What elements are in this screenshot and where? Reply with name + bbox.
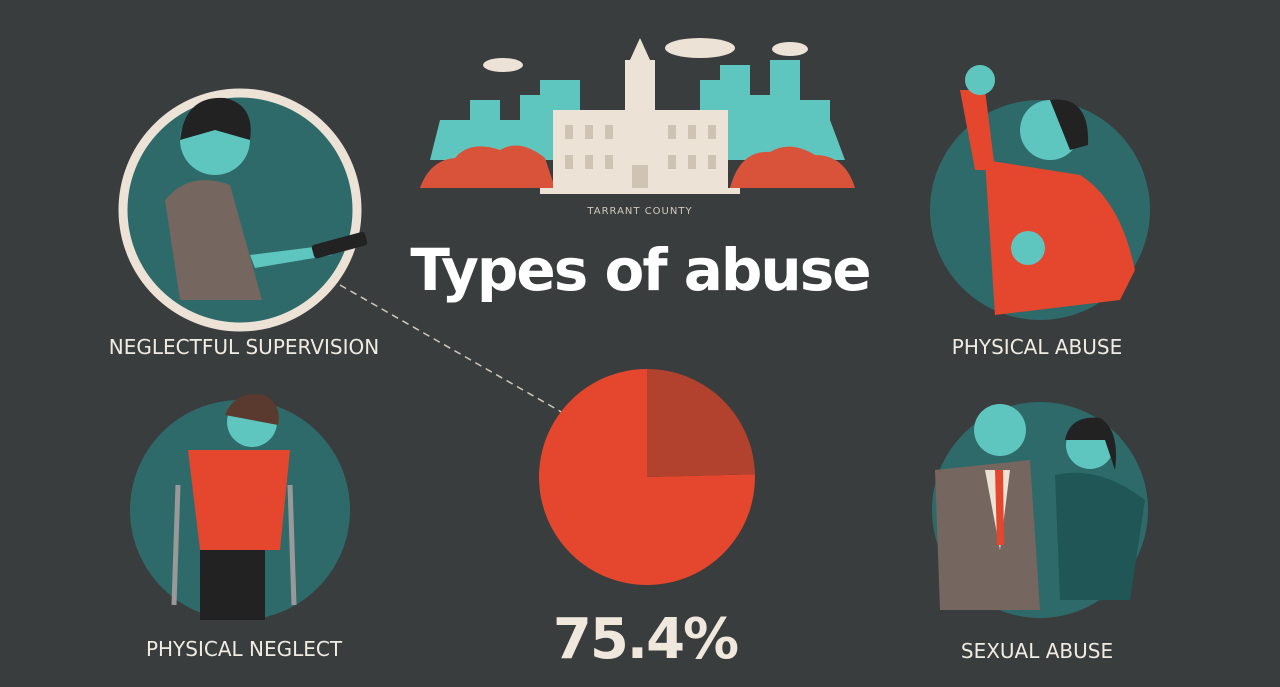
physical-neglect-illustration [130, 394, 350, 620]
value-label: 75.4% [553, 607, 738, 672]
pie-slice [647, 369, 755, 477]
caption: TARRANT COUNTY [586, 206, 692, 217]
sexual-abuse-illustration [932, 402, 1148, 618]
neglectful-supervision-illustration [118, 88, 606, 438]
panel-label: SEXUAL ABUSE [961, 639, 1113, 663]
pie-slice [539, 369, 755, 586]
pie-chart [539, 369, 755, 586]
skyline-illustration [420, 38, 855, 194]
panel-label: PHYSICAL NEGLECT [146, 637, 343, 661]
title: Types of abuse [410, 236, 869, 304]
physical-abuse-illustration [930, 65, 1150, 320]
panel-label: PHYSICAL ABUSE [952, 335, 1122, 359]
panel-label: NEGLECTFUL SUPERVISION [109, 335, 379, 359]
